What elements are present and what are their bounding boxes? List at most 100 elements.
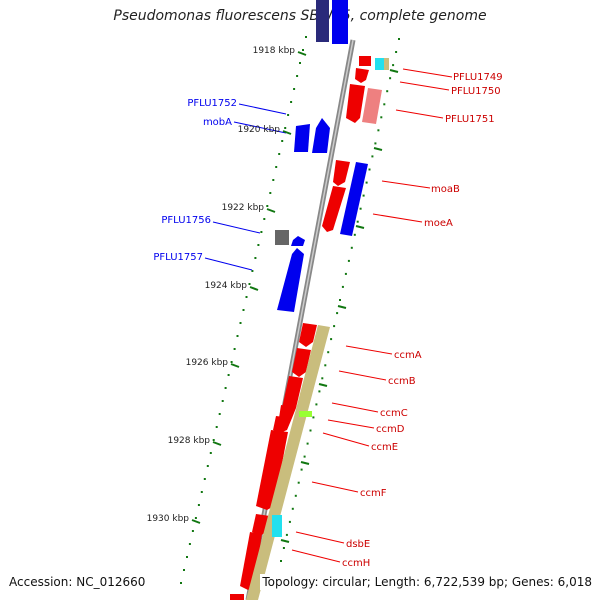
ruler-dot: [344, 272, 347, 275]
ruler-dot: [194, 517, 197, 519]
ruler-dot: [206, 465, 209, 467]
ruler-dot: [263, 218, 266, 220]
gene-pflu1749[interactable]: [359, 56, 371, 66]
gene-moea[interactable]: [340, 162, 368, 236]
leader-line: [402, 68, 453, 78]
ruler-dot: [272, 179, 275, 181]
ruler-dot: [341, 285, 344, 288]
leader-line: [212, 221, 261, 234]
ruler-dot: [180, 582, 182, 584]
ruler-dot: [188, 543, 191, 545]
ruler-dot: [280, 560, 282, 562]
label-pflu1757[interactable]: PFLU1757: [153, 252, 203, 263]
gene-moab-b[interactable]: [322, 186, 346, 232]
ruler-dot: [239, 322, 242, 324]
leader-line: [233, 121, 287, 134]
label-ccmd[interactable]: ccmD: [376, 424, 405, 435]
label-pflu1750[interactable]: PFLU1750: [451, 86, 501, 97]
ruler-dot: [303, 455, 306, 458]
ruler-dot: [300, 468, 303, 471]
svg-text:1922 kbp: 1922 kbp: [222, 203, 265, 213]
label-ccmb[interactable]: ccmB: [388, 376, 416, 387]
accession-text: Accession: NC_012660: [7, 574, 148, 590]
ruler-dot: [282, 547, 285, 549]
gene-pflu1751-red[interactable]: [346, 84, 365, 123]
gene-pflu1756[interactable]: [275, 230, 289, 245]
leader-line: [291, 549, 341, 563]
gene-moba[interactable]: [312, 118, 330, 153]
kbp-tick-1928: 1928 kbp: [168, 436, 222, 446]
ruler-dot: [350, 246, 353, 249]
gene-ccmc[interactable]: [282, 376, 303, 412]
gene-pflu1757[interactable]: [277, 248, 304, 312]
ruler-dot: [359, 207, 362, 210]
ruler-dot: [215, 426, 218, 428]
kbp-tick-1918: 1918 kbp: [253, 46, 307, 56]
gene-fragment-top: [332, 0, 348, 44]
ruler-dot: [224, 387, 227, 389]
ruler-dot: [281, 140, 284, 142]
ruler-dot: [251, 270, 254, 272]
label-ccmh[interactable]: ccmH: [342, 558, 370, 569]
gene-ccme[interactable]: [273, 416, 292, 433]
label-moea[interactable]: moeA: [424, 218, 453, 229]
label-ccmf[interactable]: ccmF: [360, 488, 387, 499]
ruler-dot: [278, 153, 281, 155]
ruler-dot: [309, 429, 312, 432]
label-moba[interactable]: mobA: [203, 117, 232, 128]
label-pflu1749[interactable]: PFLU1749: [453, 72, 503, 83]
gene-pflu1756-b[interactable]: [291, 236, 305, 246]
ruler-dot: [374, 142, 377, 145]
gene-ccmb[interactable]: [292, 348, 311, 377]
gene-pflu1750[interactable]: [355, 68, 369, 83]
leader-line: [395, 109, 444, 119]
ruler-dot: [242, 309, 245, 311]
label-pflu1751[interactable]: PFLU1751: [445, 114, 495, 125]
svg-text:1928 kbp: 1928 kbp: [168, 436, 211, 446]
leader-line: [311, 481, 359, 493]
label-ccma[interactable]: ccmA: [394, 350, 422, 361]
ruler-dot: [212, 439, 215, 441]
gene-pflu1752[interactable]: [294, 124, 310, 152]
ruler-dot: [260, 231, 263, 233]
leader-line: [322, 432, 370, 447]
gene-pflu1749-cyan[interactable]: [375, 58, 384, 70]
svg-text:1924 kbp: 1924 kbp: [205, 281, 248, 291]
ruler-dot: [266, 205, 269, 207]
ruler-dot: [324, 364, 327, 367]
ruler-dot: [287, 114, 290, 116]
ruler-dot: [347, 259, 350, 262]
label-ccme[interactable]: ccmE: [371, 442, 398, 453]
ruler-dot: [336, 312, 339, 315]
label-dsbe[interactable]: dsbE: [346, 539, 370, 550]
gene-pflu1751[interactable]: [362, 88, 382, 124]
gene-fragment-top: [316, 0, 329, 42]
ruler-dot: [377, 129, 380, 132]
ruler-dot: [269, 192, 272, 194]
ruler-dot: [230, 361, 233, 363]
kbp-tick-1920: 1920 kbp: [238, 125, 292, 135]
ruler-dot: [233, 348, 236, 350]
ruler-dot: [305, 36, 307, 38]
gene-moab[interactable]: [333, 160, 350, 186]
leader-line: [238, 103, 287, 115]
ruler-dot: [248, 283, 251, 285]
ruler-dot: [275, 166, 278, 168]
label-ccmc[interactable]: ccmC: [380, 408, 408, 419]
svg-text:1926 kbp: 1926 kbp: [186, 358, 229, 368]
ruler-dot: [288, 520, 291, 523]
ruler-dot: [245, 296, 248, 298]
label-moab[interactable]: moaB: [431, 184, 460, 195]
ruler-dot: [330, 338, 333, 341]
leader-line: [295, 531, 345, 544]
label-pflu1756[interactable]: PFLU1756: [161, 215, 211, 226]
label-pflu1752[interactable]: PFLU1752: [187, 98, 237, 109]
ruler-dots: [180, 36, 400, 584]
ruler-dot: [203, 478, 206, 480]
leader-line: [345, 345, 393, 355]
gene-ccma[interactable]: [299, 323, 317, 347]
ruler-dot: [191, 530, 194, 532]
gene-pflu1749-khaki[interactable]: [384, 58, 389, 70]
gene-ccmf[interactable]: [256, 430, 288, 510]
gene-ccmh[interactable]: [240, 532, 262, 590]
